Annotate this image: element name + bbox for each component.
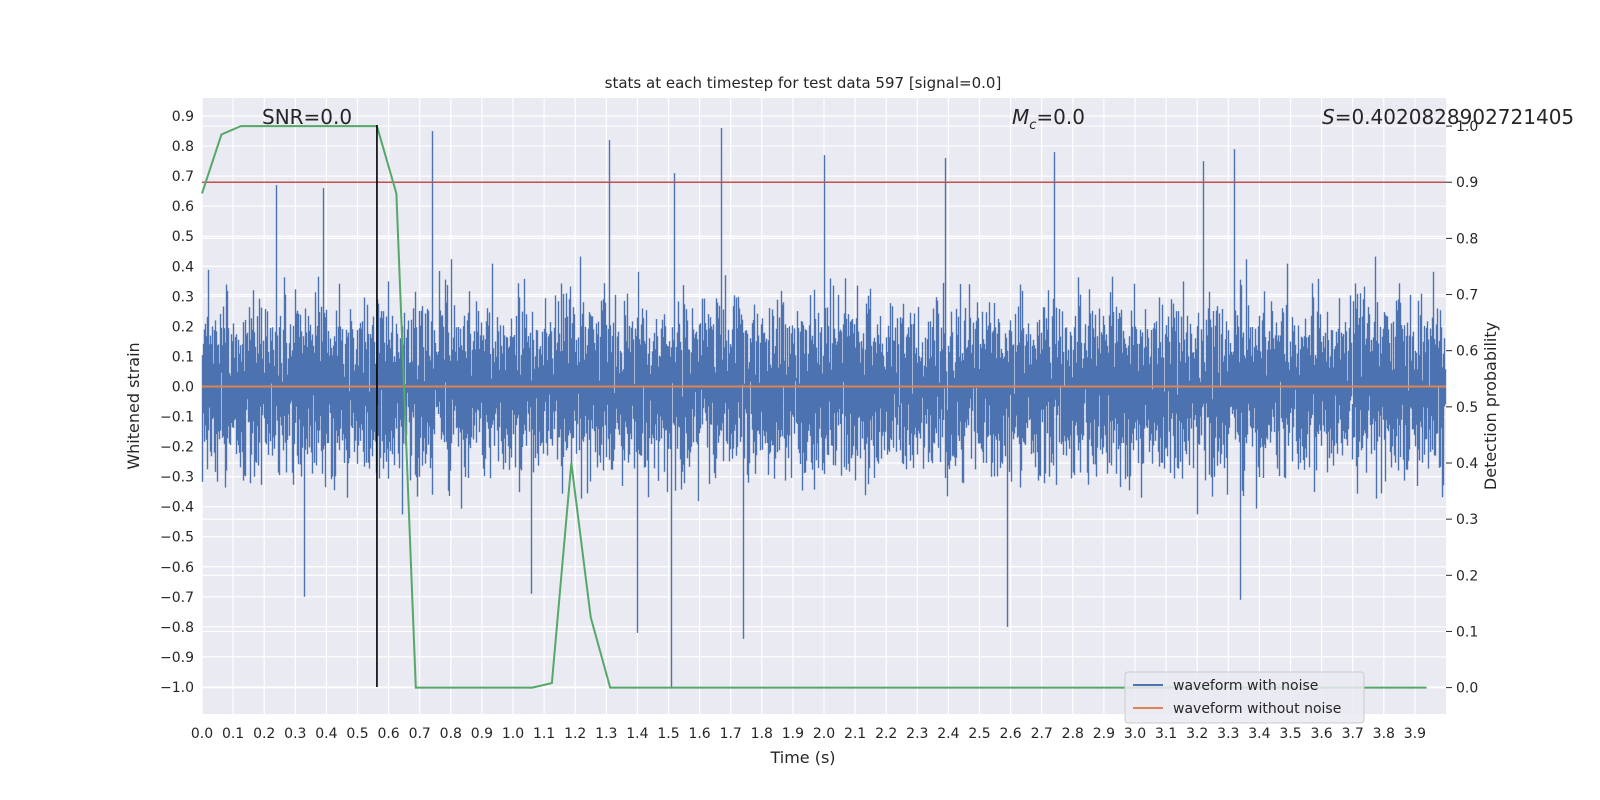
x-tick-label: 2.8 <box>1062 726 1084 742</box>
x-tick-label: 2.7 <box>1031 726 1053 742</box>
x-tick-label: 0.5 <box>346 726 368 742</box>
y-tick-label: 0.7 <box>172 169 194 185</box>
y-axis-right-label: Detection probability <box>1481 322 1500 490</box>
y-tick-label: −0.7 <box>160 590 194 606</box>
x-tick-label: 1.3 <box>595 726 617 742</box>
y-tick-label: 0.0 <box>172 379 194 395</box>
y-tick-label: 0.1 <box>172 349 194 365</box>
y-tick-label: −0.4 <box>160 500 194 516</box>
x-tick-label: 3.7 <box>1342 726 1364 742</box>
score-symbol: S <box>1322 105 1335 129</box>
x-tick-label: 2.2 <box>875 726 897 742</box>
x-tick-label: 3.8 <box>1373 726 1395 742</box>
y-tick-label: −0.2 <box>160 440 194 456</box>
x-tick-label: 0.8 <box>440 726 462 742</box>
y-right-tick-label: 0.8 <box>1456 231 1478 247</box>
x-tick-label: 3.5 <box>1279 726 1301 742</box>
y-right-tick-label: 1.0 <box>1456 119 1478 135</box>
x-tick-label: 3.3 <box>1217 726 1239 742</box>
chirp-mass-subscript: c <box>1029 118 1036 133</box>
x-axis-ticks: 0.0 0.1 0.2 0.3 0.4 0.5 0.6 0.7 0.8 0.9 1.0 1.1 1.2 1… <box>191 726 1426 742</box>
x-tick-label: 2.1 <box>844 726 866 742</box>
x-tick-label: 1.1 <box>533 726 555 742</box>
x-tick-label: 0.6 <box>377 726 399 742</box>
legend-label-clean: waveform without noise <box>1173 701 1341 717</box>
y-tick-label: −1.0 <box>160 680 194 696</box>
y-tick-label: −0.3 <box>160 470 194 486</box>
x-tick-label: 0.3 <box>284 726 306 742</box>
x-tick-label: 3.4 <box>1248 726 1270 742</box>
y-axis-label: Whitened strain <box>124 342 143 469</box>
x-tick-label: 2.6 <box>999 726 1021 742</box>
y-tick-label: −0.8 <box>160 620 194 636</box>
x-tick-label: 1.6 <box>688 726 710 742</box>
x-tick-label: 2.4 <box>937 726 959 742</box>
y-tick-label: 0.6 <box>172 199 194 215</box>
y-right-tick-label: 0.3 <box>1456 512 1478 528</box>
x-tick-label: 2.0 <box>813 726 835 742</box>
snr-annotation: SNR=0.0 <box>262 105 352 129</box>
y-right-tick-label: 0.9 <box>1456 175 1478 191</box>
y-right-tick-label: 0.7 <box>1456 288 1478 304</box>
x-tick-label: 0.7 <box>409 726 431 742</box>
x-tick-label: 1.8 <box>751 726 773 742</box>
x-tick-label: 2.5 <box>968 726 990 742</box>
legend: waveform with noise waveform without noi… <box>1124 671 1365 724</box>
chart-title: stats at each timestep for test data 597… <box>605 74 1002 92</box>
chirp-mass-value: =0.0 <box>1036 105 1085 129</box>
y-tick-label: 0.8 <box>172 139 194 155</box>
x-tick-label: 3.1 <box>1155 726 1177 742</box>
x-tick-label: 1.9 <box>782 726 804 742</box>
x-tick-label: 2.9 <box>1093 726 1115 742</box>
x-tick-label: 0.1 <box>222 726 244 742</box>
y-right-tick-label: 0.1 <box>1456 624 1478 640</box>
y-tick-label: 0.3 <box>172 289 194 305</box>
y-right-tick-label: 0.0 <box>1456 681 1478 697</box>
y-tick-label: −0.9 <box>160 650 194 666</box>
x-axis-label: Time (s) <box>769 748 835 767</box>
legend-label-noise: waveform with noise <box>1173 678 1318 694</box>
y-right-tick-label: 0.6 <box>1456 344 1478 360</box>
y-tick-label: −0.6 <box>160 560 194 576</box>
x-tick-label: 1.2 <box>564 726 586 742</box>
x-tick-label: 3.0 <box>1124 726 1146 742</box>
y-axis-left-ticks: 0.9 0.8 0.7 0.6 0.5 0.4 0.3 0.2 0.1 0.0 −0.1 −0.2 −0… <box>160 109 194 696</box>
y-right-tick-label: 0.2 <box>1456 568 1478 584</box>
x-tick-label: 3.6 <box>1310 726 1332 742</box>
y-tick-label: −0.1 <box>160 410 194 426</box>
y-tick-label: 0.9 <box>172 109 194 125</box>
x-tick-label: 1.7 <box>720 726 742 742</box>
y-tick-label: 0.5 <box>172 229 194 245</box>
chirp-mass-symbol: M <box>1012 105 1029 129</box>
y-axis-right-ticks: 0.0 0.1 0.2 0.3 0.4 0.5 0.6 0.7 0.8 0.9 1.0 <box>1446 119 1478 697</box>
chirp-mass-annotation: Mc=0.0 <box>1012 105 1085 133</box>
y-tick-label: −0.5 <box>160 530 194 546</box>
x-tick-label: 1.4 <box>626 726 648 742</box>
y-tick-label: 0.4 <box>172 259 194 275</box>
x-tick-label: 3.9 <box>1404 726 1426 742</box>
x-tick-label: 1.5 <box>657 726 679 742</box>
x-tick-label: 0.9 <box>471 726 493 742</box>
y-right-tick-label: 0.5 <box>1456 400 1478 416</box>
y-tick-label: 0.2 <box>172 319 194 335</box>
x-tick-label: 0.4 <box>315 726 337 742</box>
score-value: =0.4020828902721405 <box>1335 105 1574 129</box>
x-tick-label: 0.0 <box>191 726 213 742</box>
x-tick-label: 3.2 <box>1186 726 1208 742</box>
x-tick-label: 0.2 <box>253 726 275 742</box>
x-tick-label: 1.0 <box>502 726 524 742</box>
legend-frame <box>1124 671 1365 724</box>
x-tick-label: 2.3 <box>906 726 928 742</box>
score-annotation: S=0.4020828902721405 <box>1322 105 1574 129</box>
y-right-tick-label: 0.4 <box>1456 456 1478 472</box>
